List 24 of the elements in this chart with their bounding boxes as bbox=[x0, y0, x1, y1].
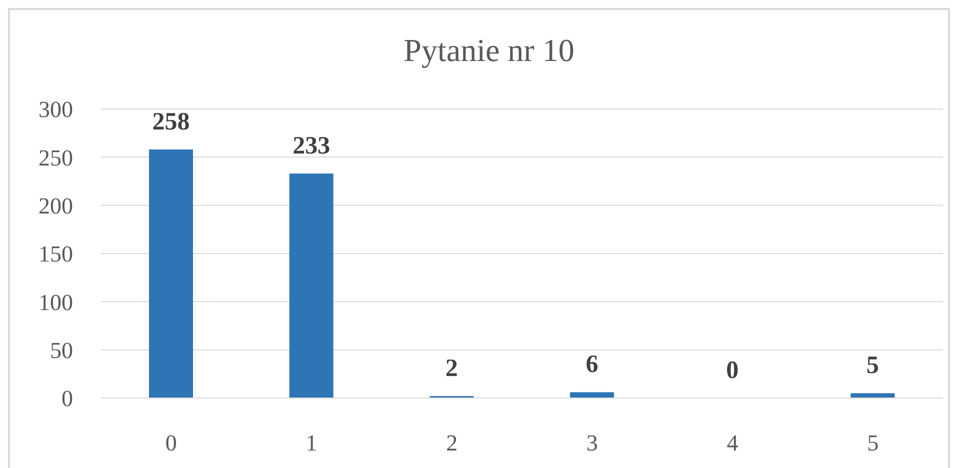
y-tick-label: 100 bbox=[38, 290, 73, 315]
bar bbox=[149, 149, 193, 398]
data-label: 6 bbox=[586, 351, 598, 378]
x-tick-label: 1 bbox=[306, 430, 318, 456]
y-tick-label: 50 bbox=[50, 338, 73, 363]
bar bbox=[289, 174, 334, 398]
data-label: 5 bbox=[866, 352, 879, 380]
data-label: 0 bbox=[726, 357, 739, 384]
data-label: 258 bbox=[152, 108, 190, 136]
x-tick-label: 3 bbox=[586, 430, 598, 456]
x-tick-label: 0 bbox=[165, 430, 177, 456]
x-tick-label: 2 bbox=[446, 430, 458, 456]
data-label: 2 bbox=[445, 355, 458, 382]
x-tick-label: 4 bbox=[726, 430, 739, 456]
chart-title: Pytanie nr 10 bbox=[402, 31, 576, 70]
y-tick-label: 200 bbox=[38, 194, 73, 218]
x-tick-label: 5 bbox=[867, 430, 879, 456]
data-label: 233 bbox=[292, 132, 330, 160]
y-tick-label: 250 bbox=[38, 145, 73, 170]
bar bbox=[850, 393, 895, 398]
bar bbox=[570, 392, 614, 398]
y-tick-label: 300 bbox=[38, 97, 73, 122]
y-tick-label: 0 bbox=[62, 386, 73, 412]
y-tick-label: 150 bbox=[38, 242, 73, 267]
